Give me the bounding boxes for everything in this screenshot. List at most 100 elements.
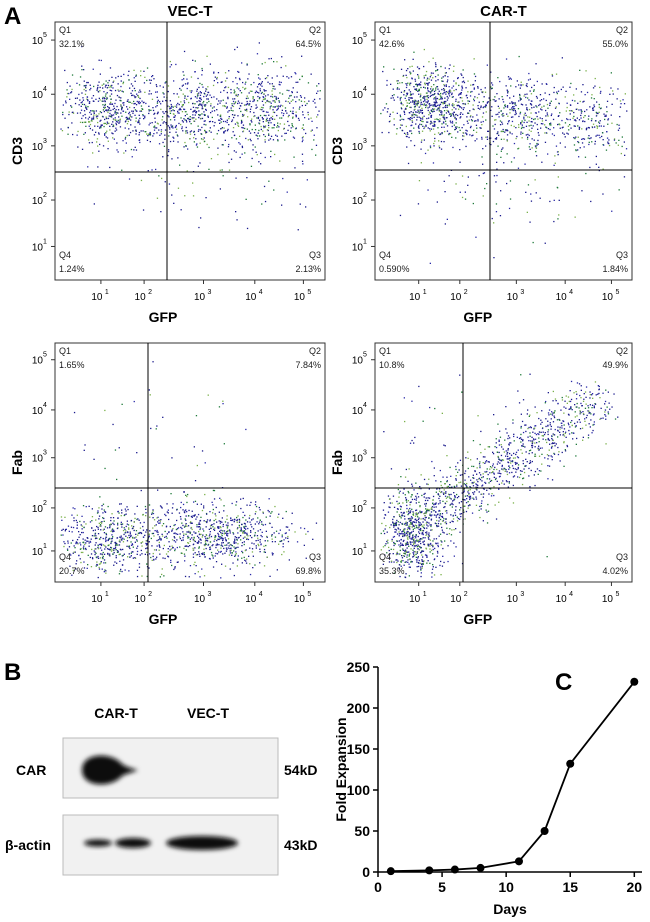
event-dot [422, 526, 425, 528]
event-dot [230, 547, 232, 549]
event-dot [287, 101, 289, 103]
event-dot [294, 531, 296, 533]
event-dot [594, 143, 596, 145]
event-dot [270, 122, 272, 124]
event-dot [412, 514, 415, 516]
event-dot [84, 132, 86, 134]
event-dot [444, 91, 446, 93]
event-dot [473, 100, 475, 102]
event-dot [285, 526, 287, 528]
event-dot [82, 551, 84, 554]
event-dot [199, 114, 201, 117]
event-dot [303, 527, 306, 530]
event-dot [195, 112, 197, 114]
event-dot [460, 92, 462, 94]
x-tick-label: 10 [507, 292, 519, 303]
event-dot [111, 114, 113, 116]
event-dot [528, 72, 530, 75]
event-dot [273, 100, 276, 102]
event-dot [388, 131, 390, 134]
event-dot [207, 394, 209, 396]
event-dot [405, 498, 408, 501]
event-dot [459, 106, 462, 108]
event-dot [430, 121, 432, 123]
event-dot [596, 101, 598, 103]
event-dot [430, 508, 432, 510]
event-dot [404, 113, 406, 115]
event-dot [91, 110, 93, 112]
event-dot [235, 211, 237, 213]
event-dot [225, 102, 227, 104]
event-dot [121, 106, 123, 109]
event-dot [98, 518, 100, 520]
event-dot [131, 90, 134, 92]
event-dot [242, 127, 244, 129]
event-dot [591, 126, 593, 128]
event-dot [575, 149, 577, 152]
event-dot [314, 102, 316, 104]
event-dot [85, 86, 87, 88]
event-dot [432, 57, 434, 59]
event-dot [134, 537, 136, 539]
event-dot [106, 109, 108, 111]
event-dot [463, 107, 465, 109]
event-dot [555, 73, 558, 75]
event-dot [86, 540, 88, 542]
event-dot [168, 126, 171, 128]
event-dot [276, 569, 278, 571]
event-dot [262, 96, 264, 98]
event-dot [415, 83, 417, 86]
event-dot [152, 532, 155, 535]
event-dot [118, 512, 120, 514]
event-dot [445, 91, 448, 93]
event-dot [551, 133, 554, 135]
event-dot [495, 113, 497, 116]
event-dot [416, 111, 418, 113]
event-dot [158, 549, 160, 551]
event-dot [113, 107, 116, 109]
event-dot [506, 182, 508, 185]
event-dot [76, 97, 78, 99]
event-dot [408, 554, 410, 556]
event-dot [279, 529, 281, 531]
event-dot [115, 113, 117, 115]
event-dot [179, 108, 181, 110]
event-dot [418, 521, 420, 523]
event-dot [189, 565, 192, 567]
event-dot [535, 146, 537, 148]
event-dot [94, 533, 96, 535]
event-dot [258, 123, 261, 125]
event-dot [433, 504, 435, 506]
event-dot [216, 521, 218, 523]
event-dot [165, 535, 167, 538]
event-dot [411, 498, 414, 501]
event-dot [603, 125, 605, 127]
event-dot [574, 216, 576, 218]
event-dot [91, 508, 93, 510]
event-dot [429, 123, 432, 125]
event-dot [433, 145, 435, 147]
event-dot [421, 118, 424, 120]
event-dot [211, 501, 213, 503]
event-dot [236, 519, 239, 521]
event-dot [404, 518, 406, 520]
event-dot [98, 515, 101, 517]
event-dot [170, 103, 172, 106]
event-dot [307, 82, 310, 84]
event-dot [105, 109, 107, 111]
event-dot [278, 543, 280, 545]
event-dot [536, 115, 538, 118]
event-dot [205, 132, 207, 134]
event-dot [220, 531, 222, 534]
event-dot [237, 122, 239, 124]
event-dot [226, 525, 229, 528]
event-dot [82, 505, 85, 507]
event-dot [255, 134, 257, 136]
event-dot [177, 141, 179, 143]
event-dot [406, 528, 409, 531]
event-dot [67, 542, 69, 544]
event-dot [415, 111, 417, 113]
event-dot [266, 535, 268, 538]
event-dot [530, 200, 533, 202]
x-tick-exp: 2 [148, 591, 152, 598]
